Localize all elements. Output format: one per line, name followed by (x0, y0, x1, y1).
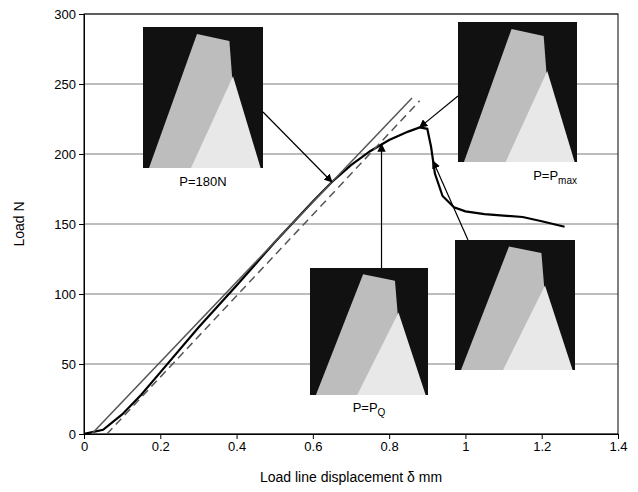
tick-label: 50 (62, 357, 76, 372)
annotation-text: P=P (533, 168, 558, 183)
tick: 0 (69, 427, 84, 442)
tick: 0 (81, 434, 88, 454)
tick: 250 (54, 77, 84, 92)
photo (143, 27, 263, 168)
annotation-arrow (420, 96, 458, 127)
tick: 0.2 (152, 434, 170, 454)
tick-mark (79, 294, 84, 295)
tick-label: 1.2 (533, 439, 551, 454)
tick-mark (79, 224, 84, 225)
photo-support (191, 76, 261, 168)
photo-frame (143, 27, 263, 168)
tick-label: 0.4 (228, 439, 246, 454)
tick: 1 (462, 434, 469, 454)
tick: 0.8 (381, 434, 399, 454)
tick-mark (79, 154, 84, 155)
tick-label: 150 (54, 217, 76, 232)
photo-frame (458, 22, 577, 162)
photo (310, 268, 428, 395)
tick-label: 1 (462, 439, 469, 454)
tick-mark (79, 14, 84, 15)
annotation-label: P=Pmax (533, 168, 577, 186)
axis-line (79, 15, 85, 435)
plot-frame (84, 14, 618, 434)
tick-label: 100 (54, 287, 76, 302)
annotations: P=180NP=PmaxP=PQ (143, 22, 577, 418)
tick-label: 0 (69, 427, 76, 442)
annotation-text: P=180N (179, 174, 226, 189)
annotation-label: P=PQ (353, 400, 386, 418)
tick: 0.4 (228, 434, 246, 454)
photo (458, 22, 577, 162)
annotation-arrow (263, 112, 332, 182)
photo-frame (310, 268, 428, 395)
x-axis-title: Load line displacement δ mm (260, 469, 442, 485)
annotation-subscript: max (558, 175, 577, 186)
photo-frame (455, 240, 575, 370)
annotation-subscript: Q (378, 407, 386, 418)
tick-label: 1.4 (609, 439, 627, 454)
tick-label: 0.8 (381, 439, 399, 454)
y-axis-title: Load N (11, 201, 27, 246)
tick: 50 (62, 357, 84, 372)
tick-mark (79, 434, 84, 435)
tick: 300 (54, 7, 84, 22)
tick: 150 (54, 217, 84, 232)
photo (455, 240, 575, 370)
photo-support (503, 286, 573, 371)
annotation-label: P=180N (179, 174, 226, 189)
tick-mark (79, 364, 84, 365)
photo-support (357, 312, 425, 395)
tick: 0.6 (304, 434, 322, 454)
photo-support (506, 71, 575, 162)
annotation-text: P=P (353, 400, 378, 415)
tick-label: 200 (54, 147, 76, 162)
tick-label: 0 (81, 439, 88, 454)
tick-label: 0.2 (152, 439, 170, 454)
grid (84, 14, 618, 434)
chart: 0 0.2 0.4 0.6 0.8 1 1.2 1.4 0 50 100 150 200 250 300 Lo… (0, 0, 638, 492)
x-axis: 0 0.2 0.4 0.6 0.8 1 1.2 1.4 (81, 434, 628, 454)
tick-label: 250 (54, 77, 76, 92)
tick: 100 (54, 287, 84, 302)
annotation-arrow (433, 161, 468, 240)
tick-label: 300 (54, 7, 76, 22)
grid-line (84, 224, 618, 225)
tick: 200 (54, 147, 84, 162)
tick: 1.2 (533, 434, 551, 454)
tick: 1.4 (609, 434, 627, 454)
annotation-arrow (381, 144, 382, 268)
tick-label: 0.6 (304, 439, 322, 454)
y-axis: 0 50 100 150 200 250 300 (54, 7, 84, 442)
tick-mark (79, 84, 84, 85)
